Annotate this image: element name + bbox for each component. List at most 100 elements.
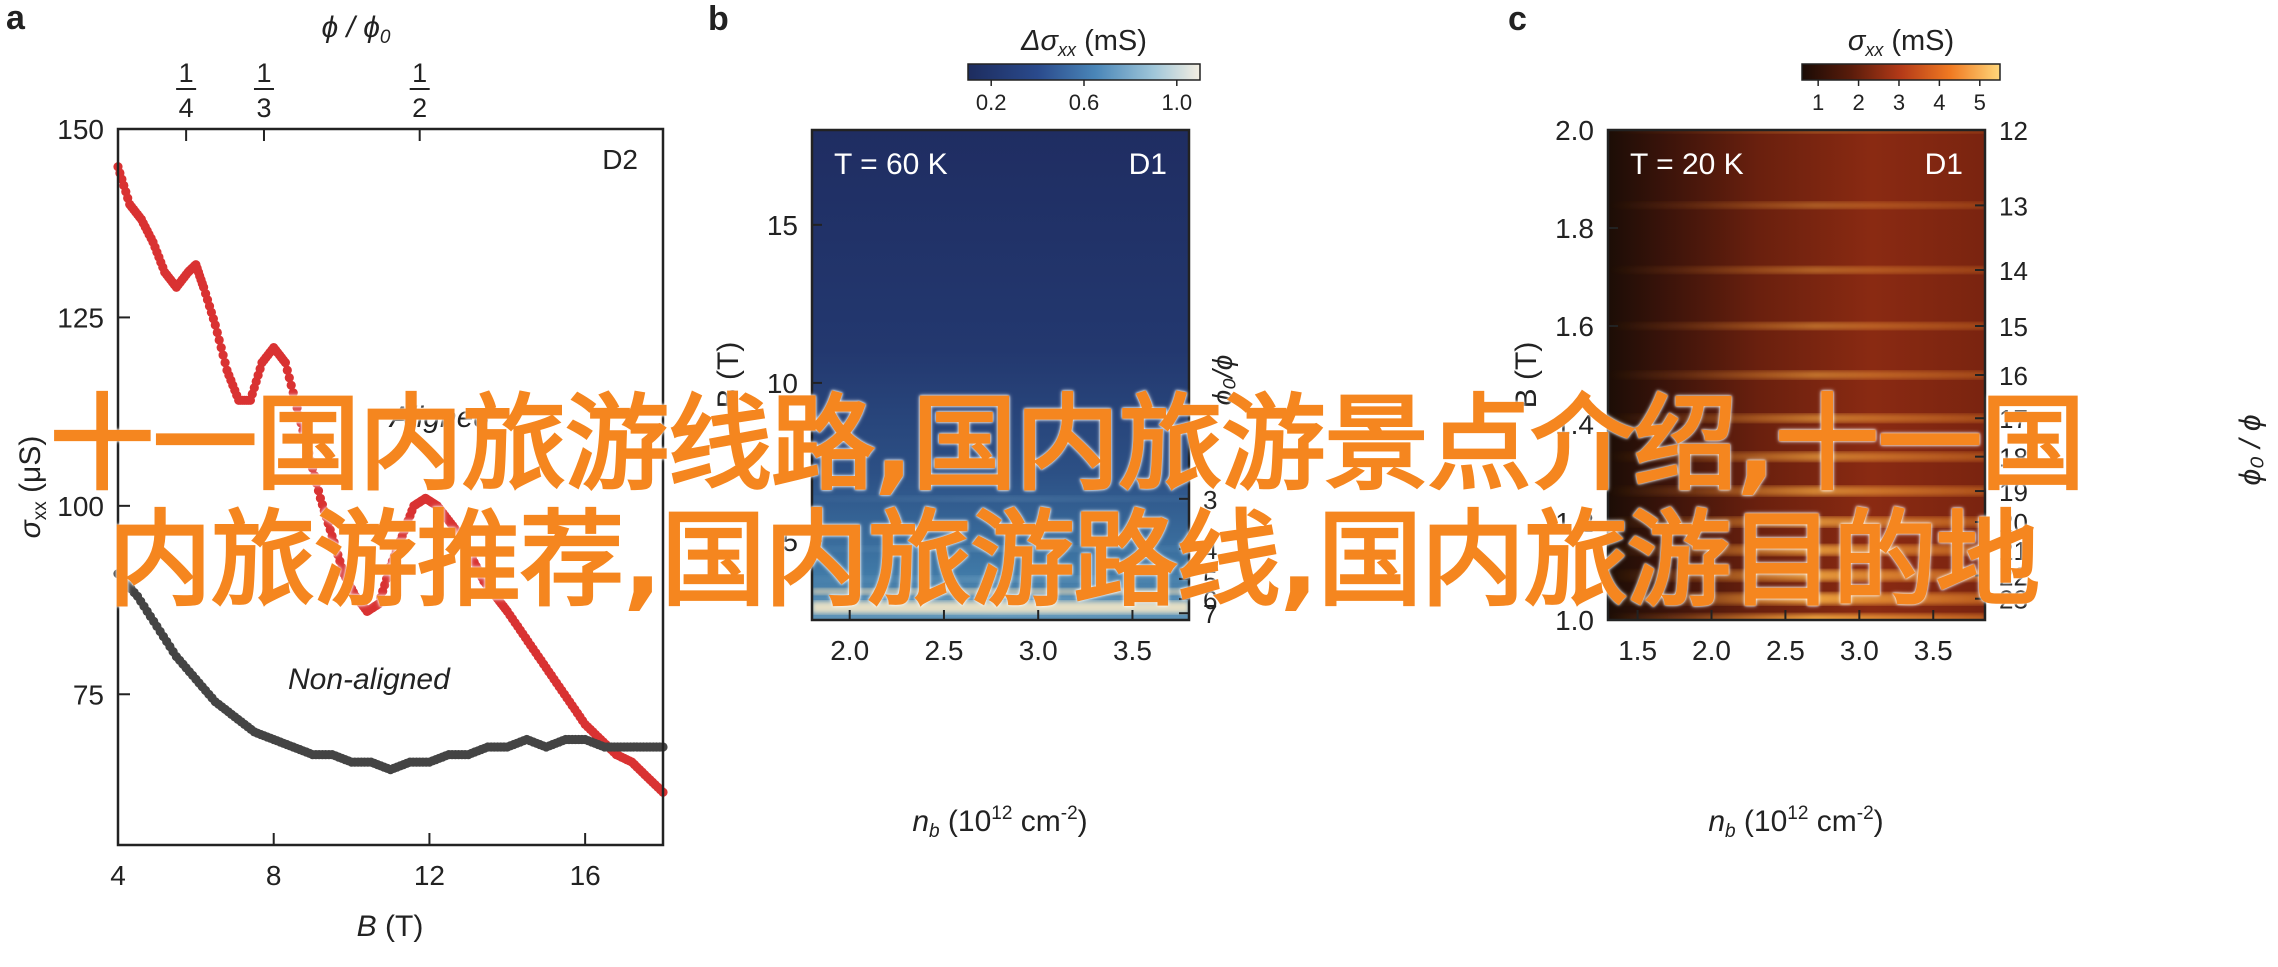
y-tick-label: 125 [57, 302, 104, 333]
device-label: D1 [1925, 148, 1963, 181]
y-axis: 75 100 125 150 [57, 114, 130, 710]
y-tick-label: 1.2 [1555, 507, 1594, 538]
right-tick-label: 5 [1203, 565, 1217, 595]
device-label: D2 [602, 144, 638, 175]
heatmap-stripe [812, 595, 1189, 602]
colorbar-tick-label: 0.6 [1069, 90, 1100, 115]
colorbar-tick-label: 0.2 [976, 90, 1007, 115]
right-tick-label: 15 [1999, 312, 2028, 342]
top-tick-denominator: 2 [412, 93, 427, 123]
y-axis-label-var: σ [14, 518, 47, 538]
data-point [212, 327, 222, 338]
heatmap-stripe [1608, 266, 1985, 274]
x-label-unit: (10 [940, 805, 992, 838]
data-point [292, 403, 302, 413]
panel-c: c T = 20 K D1 1.5 2.0 2.5 3.0 3.5 1.01.21.41… [1508, 0, 2267, 842]
y-tick-label: 150 [57, 114, 104, 145]
heatmap-stripes [812, 495, 1189, 617]
heatmap-stripe [1608, 544, 1985, 556]
heatmap-stripe-bright [812, 588, 1189, 595]
heatmap-stripe [812, 575, 1189, 582]
x-label-exp2: -2 [1061, 803, 1078, 824]
right-tick-label: 7 [1203, 599, 1217, 629]
x-axis-label-var: B [357, 910, 377, 943]
heatmap-stripe [1608, 452, 1985, 462]
x-tick-label: 3.5 [1914, 635, 1953, 666]
x-label-close: ) [1078, 805, 1088, 838]
heatmap-stripe [1608, 592, 1985, 605]
right-tick-label: 4 [1203, 535, 1217, 565]
y-axis-label-sub: xx [30, 501, 51, 521]
data-point [286, 380, 296, 390]
plot-frame [116, 127, 665, 847]
x-tick-label: 2.5 [924, 635, 963, 666]
x-axis: 1.5 2.0 2.5 3.0 3.5 [1618, 610, 1953, 666]
data-point [302, 440, 312, 451]
right-tick-label: 12 [1999, 116, 2028, 146]
right-axis-label: ϕ₀ / ϕ [2234, 414, 2267, 485]
panel-letter: c [1508, 0, 1527, 38]
series-aligned [113, 162, 668, 797]
colorbar-label-unit: (mS) [1883, 25, 1954, 57]
right-tick-label: 6 [1203, 585, 1217, 615]
x-tick-label: 2.0 [1692, 635, 1731, 666]
x-label-close: ) [1874, 805, 1884, 838]
plot-frame [810, 128, 1191, 622]
right-axis-label: ϕ₀/ϕ [1207, 355, 1238, 406]
x-tick-label: 8 [266, 860, 282, 891]
right-tick-label: 17 [1999, 404, 2028, 434]
colorbar-tick-label: 2 [1852, 90, 1864, 115]
y-axis-label: B (T) [1510, 342, 1543, 409]
series-label-non-aligned: Non-aligned [288, 663, 451, 696]
top-tick-numerator: 1 [179, 58, 194, 88]
x-label-sub: b [1725, 821, 1736, 842]
heatmap-stripe-bright [812, 601, 1189, 614]
top-axis-label-text: ϕ / ϕ [322, 11, 380, 44]
y-axis: 5 10 15 [767, 210, 822, 557]
x-tick-label: 12 [414, 860, 445, 891]
device-label: D1 [1129, 148, 1167, 181]
y-tick-label: 5 [782, 526, 798, 557]
data-point [284, 373, 294, 383]
y-tick-label: 75 [73, 679, 104, 710]
right-tick-label: 20 [1999, 508, 2028, 538]
x-label-exp2: -2 [1857, 803, 1874, 824]
data-point [304, 448, 314, 458]
right-tick-label: 13 [1999, 191, 2028, 221]
colorbar-label-sub: xx [1057, 40, 1077, 60]
data-point [218, 350, 228, 360]
x-tick-label: 3.5 [1113, 635, 1152, 666]
top-tick-numerator: 1 [256, 58, 271, 88]
plot-area [113, 162, 668, 797]
x-label-var: n [1708, 805, 1725, 838]
temperature-label: T = 20 K [1630, 148, 1744, 181]
data-point [298, 425, 308, 436]
heatmap-stripe [812, 495, 1189, 502]
y-tick-label: 10 [767, 368, 798, 399]
top-tick-numerator: 1 [412, 58, 427, 88]
series-label-aligned: Aligned [388, 401, 491, 434]
right-tick-label: 18 [1999, 443, 2028, 473]
heatmap-stripe [1608, 486, 1985, 496]
data-point [214, 335, 224, 345]
heatmap-stripe [1608, 202, 1985, 209]
right-tick-label: 16 [1999, 361, 2028, 391]
x-label-unit: (10 [1736, 805, 1788, 838]
x-tick-label: 2.0 [830, 635, 869, 666]
heatmap-stripe [1608, 614, 1985, 620]
data-point [308, 463, 318, 473]
x-label-exp: 12 [1787, 803, 1808, 824]
heatmap-stripe [1608, 517, 1985, 527]
data-point [296, 418, 306, 428]
x-axis: 4 8 12 16 [110, 833, 601, 891]
right-tick-label: 21 [1999, 536, 2028, 566]
x-axis: 2.0 2.5 3.0 3.5 [830, 610, 1152, 666]
data-point [310, 471, 320, 481]
heatmap [1608, 130, 1985, 620]
data-point [220, 358, 230, 368]
y-tick-label: 15 [767, 210, 798, 241]
